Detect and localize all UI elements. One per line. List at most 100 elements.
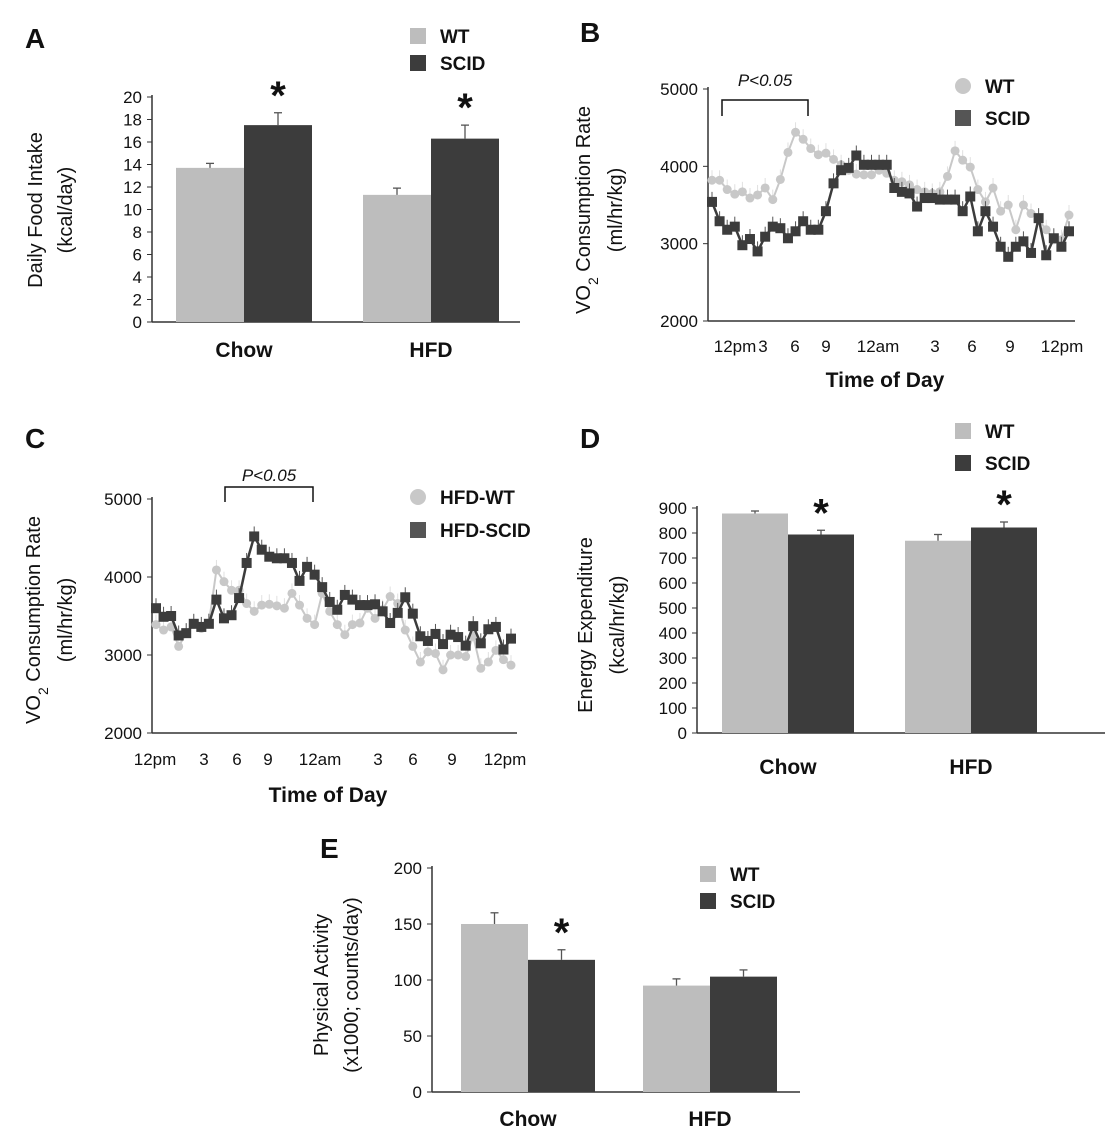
data-point xyxy=(151,603,161,614)
data-point xyxy=(767,221,778,232)
y-axis-label-units: (kcal/day) xyxy=(55,167,77,254)
data-point xyxy=(408,641,418,651)
y-axis-label-units-text: (kcal/day) xyxy=(55,167,77,254)
y-tick-label: 100 xyxy=(659,699,687,718)
legend-swatch-scid xyxy=(700,893,716,909)
y-tick-label: 6 xyxy=(133,246,142,265)
data-point xyxy=(790,226,801,237)
data-point xyxy=(1048,233,1059,244)
bar-wt-hfd xyxy=(905,540,971,733)
significance-asterisk: * xyxy=(813,491,829,535)
data-point xyxy=(1011,225,1021,235)
data-point xyxy=(912,185,922,195)
category-label: HFD xyxy=(949,756,992,779)
data-point xyxy=(332,604,343,615)
y-tick-label: 0 xyxy=(678,724,687,743)
data-point xyxy=(257,600,267,610)
data-point xyxy=(392,607,403,618)
data-point xyxy=(483,657,493,667)
data-point xyxy=(1018,200,1028,210)
data-point xyxy=(1018,236,1029,247)
panel-e: E 0 50 100 150 200 Physical Activity (x1000; co… xyxy=(311,833,800,1131)
data-point xyxy=(867,170,877,180)
data-point xyxy=(904,188,915,199)
data-point xyxy=(400,625,410,635)
y-axis-label-units-text: (x1000; counts/day) xyxy=(341,897,363,1073)
category-label: HFD xyxy=(688,1108,731,1131)
data-point xyxy=(272,601,282,611)
data-point xyxy=(227,585,237,595)
data-point xyxy=(310,620,320,630)
data-point xyxy=(385,592,395,601)
bar-wt-hfd xyxy=(643,985,710,1092)
y-tick-label: 12 xyxy=(123,178,142,197)
y-axis-label-text: Energy Expenditure xyxy=(575,537,597,713)
data-point xyxy=(430,648,440,658)
y-axis-label-subscript: 2 xyxy=(585,277,601,285)
data-point xyxy=(722,185,732,195)
data-point xyxy=(279,603,289,613)
data-point xyxy=(438,665,448,675)
y-tick-label: 2000 xyxy=(104,724,142,743)
x-tick-label: 3 xyxy=(758,337,767,356)
data-point xyxy=(957,206,968,217)
legend-marker-circle xyxy=(955,78,971,94)
y-axis-label-units-text: (ml/hr/kg) xyxy=(605,168,627,252)
x-tick-label: 12pm xyxy=(134,750,177,769)
significance-asterisk: * xyxy=(996,483,1012,527)
data-point xyxy=(1026,209,1036,219)
data-point xyxy=(347,594,358,605)
data-point xyxy=(339,589,350,600)
y-tick-label: 700 xyxy=(659,549,687,568)
legend-marker-circle xyxy=(410,489,426,505)
y-axis-label-text: Daily Food Intake xyxy=(25,132,47,288)
legend-marker-square xyxy=(955,110,971,126)
data-point xyxy=(151,620,161,630)
data-point xyxy=(889,182,900,193)
bar-scid-hfd xyxy=(431,138,499,322)
data-point xyxy=(722,224,733,235)
legend-label: WT xyxy=(985,77,1015,98)
data-point xyxy=(279,553,290,564)
panel-label: A xyxy=(25,23,45,54)
data-point xyxy=(806,144,816,154)
x-tick-label: 6 xyxy=(967,337,976,356)
y-axis-label-text: Physical Activity xyxy=(311,914,333,1056)
data-point xyxy=(851,150,862,161)
legend-label: SCID xyxy=(440,54,485,75)
legend-label: SCID xyxy=(985,109,1030,130)
data-point xyxy=(490,621,501,632)
data-point xyxy=(385,618,396,629)
bar-wt-chow xyxy=(176,167,244,322)
data-point xyxy=(813,224,824,235)
data-point xyxy=(286,557,297,568)
legend-swatch-scid xyxy=(410,55,426,71)
data-point xyxy=(196,621,207,632)
data-point xyxy=(506,633,516,644)
significance-bracket xyxy=(721,99,809,116)
data-point xyxy=(203,618,214,629)
x-tick-label: 6 xyxy=(232,750,241,769)
y-tick-label: 200 xyxy=(394,859,422,878)
y-axis-label-text: Consumption Rate xyxy=(573,106,595,277)
panel-label: B xyxy=(580,17,600,48)
y-tick-label: 300 xyxy=(659,649,687,668)
data-point xyxy=(775,223,786,234)
p-value-annotation: P<0.05 xyxy=(242,466,297,485)
x-tick-label: 6 xyxy=(408,750,417,769)
data-point xyxy=(498,644,509,655)
data-point xyxy=(461,652,471,662)
data-point xyxy=(942,171,952,181)
data-point xyxy=(859,170,869,180)
data-point xyxy=(218,613,229,624)
y-axis-label: Energy Expenditure xyxy=(575,537,597,713)
y-tick-label: 400 xyxy=(659,624,687,643)
significance-asterisk: * xyxy=(457,86,473,130)
bar-scid-hfd xyxy=(971,527,1037,733)
data-point xyxy=(760,231,771,242)
data-point xyxy=(988,221,999,232)
data-point xyxy=(453,632,464,643)
x-tick-label: 12am xyxy=(299,750,342,769)
y-tick-label: 2 xyxy=(133,291,142,310)
legend-label: WT xyxy=(730,865,760,886)
